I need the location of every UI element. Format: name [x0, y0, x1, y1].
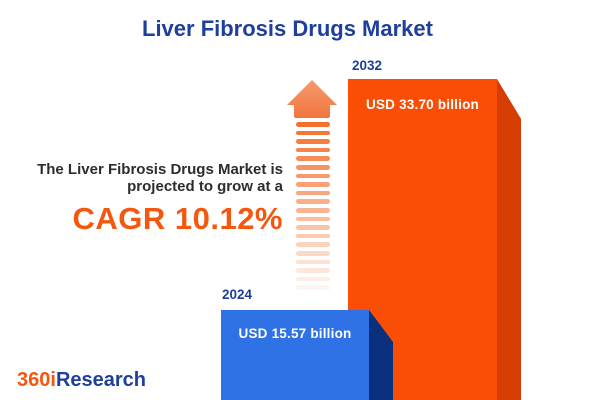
- bar-2032-value-label: USD 33.70 billion: [366, 97, 479, 112]
- arrow-dash: [296, 190, 330, 196]
- logo-prefix: 360i: [17, 369, 56, 391]
- arrow-dash: [296, 251, 330, 256]
- bar-2024: USD 15.57 billion: [221, 310, 369, 400]
- arrow-dash: [296, 173, 330, 179]
- annotation-line-2: projected to grow at a: [127, 177, 283, 195]
- logo-suffix: Research: [55, 369, 146, 391]
- annotation-block: The Liver Fibrosis Drugs Market is proje…: [13, 161, 283, 237]
- arrow-dash: [296, 225, 330, 230]
- bar-2032-year-label: 2032: [352, 58, 383, 73]
- bar-2024-value-label: USD 15.57 billion: [238, 326, 352, 341]
- arrow-dash: [296, 208, 330, 213]
- arrow-dash: [296, 242, 330, 247]
- bar-2032-side-face: [497, 79, 521, 400]
- arrow-dash: [296, 216, 330, 222]
- arrow-dash: [296, 156, 330, 161]
- arrow-dash: [296, 199, 330, 204]
- growth-arrow-dashes: [296, 122, 330, 294]
- arrow-dash: [296, 130, 330, 136]
- company-logo: 360iResearch: [17, 369, 146, 392]
- arrow-dash: [296, 139, 330, 144]
- growth-arrow-icon: [287, 80, 337, 118]
- arrow-dash: [296, 122, 330, 127]
- arrow-dash: [296, 233, 330, 239]
- arrow-dash: [296, 276, 330, 282]
- arrow-dash: [296, 259, 330, 265]
- arrow-dash: [296, 182, 330, 187]
- arrow-dash: [296, 147, 330, 153]
- arrow-dash: [296, 268, 330, 273]
- arrow-dash: [296, 285, 330, 290]
- arrow-dash: [296, 165, 330, 170]
- annotation-line-1: The Liver Fibrosis Drugs Market is: [37, 161, 283, 178]
- bar-2024-year-label: 2024: [222, 287, 253, 302]
- page-title: Liver Fibrosis Drugs Market: [142, 16, 433, 41]
- cagr-value: CAGR 10.12%: [72, 201, 283, 236]
